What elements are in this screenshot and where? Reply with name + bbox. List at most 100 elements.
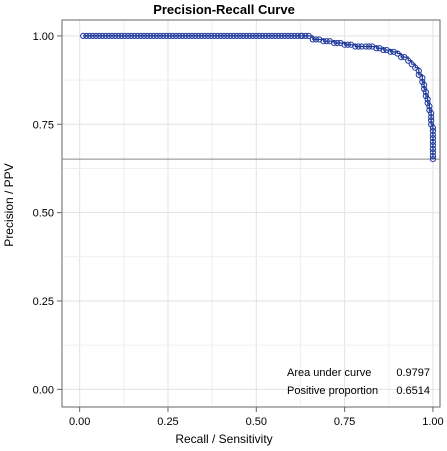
pr-point-27 [166, 32, 173, 40]
positive-proportion-label: Positive proportion [287, 385, 378, 397]
pr-point-110 [424, 96, 431, 103]
pr-point-84 [352, 43, 359, 50]
x-tick-label-1: 0.25 [157, 416, 178, 428]
plot-frame [61, 19, 441, 408]
pr-point-44 [220, 32, 228, 40]
pr-point-39 [204, 32, 212, 40]
pr-point-99 [405, 57, 412, 64]
pr-point-103 [415, 71, 422, 78]
auc-value: 0.9797 [396, 367, 430, 379]
pr-point-97 [398, 54, 405, 61]
pr-point-8 [105, 32, 112, 40]
pr-point-92 [380, 46, 387, 54]
pr-point-100 [408, 61, 415, 68]
pr-point-101 [412, 64, 419, 71]
pr-point-38 [201, 32, 208, 40]
pr-point-127 [429, 156, 437, 163]
pr-point-36 [195, 32, 202, 40]
pr-point-85 [355, 43, 362, 50]
pr-point-52 [246, 32, 253, 40]
pr-point-4 [92, 32, 100, 40]
pr-point-32 [182, 32, 189, 40]
pr-point-115 [428, 114, 435, 121]
pr-point-71 [305, 32, 312, 40]
pr-point-14 [124, 32, 132, 40]
pr-point-31 [179, 32, 186, 40]
pr-point-16 [131, 32, 138, 40]
pr-point-54 [252, 32, 260, 40]
pr-point-30 [176, 32, 183, 40]
pr-point-63 [281, 32, 288, 40]
pr-point-42 [214, 32, 221, 40]
pr-point-41 [211, 32, 218, 40]
pr-point-104 [419, 74, 426, 82]
pr-point-40 [208, 32, 215, 40]
chart-title: Precision-Recall Curve [153, 2, 295, 17]
pr-point-86 [358, 43, 365, 50]
pr-point-94 [387, 48, 394, 55]
x-tick-label-4: 1.00 [422, 416, 443, 428]
pr-point-43 [217, 32, 224, 40]
pr-point-119 [429, 127, 437, 135]
pr-point-114 [428, 110, 435, 117]
pr-point-11 [115, 32, 122, 40]
pr-point-37 [198, 32, 205, 40]
x-ticks: 0.00 0.25 0.50 0.75 1.00 [69, 407, 444, 428]
pr-point-125 [429, 149, 437, 156]
pr-point-70 [302, 32, 309, 40]
pr-point-79 [334, 39, 341, 47]
pr-point-96 [394, 50, 401, 57]
pr-point-113 [426, 107, 433, 114]
pr-point-0 [80, 32, 87, 40]
pr-point-34 [188, 32, 196, 40]
y-axis-label: Precision / PPV [2, 163, 16, 246]
x-tick-label-3: 0.75 [334, 416, 355, 428]
pr-point-12 [118, 32, 125, 40]
pr-point-10 [112, 32, 119, 40]
pr-point-59 [268, 32, 276, 40]
pr-point-98 [401, 54, 408, 61]
pr-point-121 [429, 134, 437, 142]
pr-point-75 [320, 38, 327, 45]
pr-point-90 [373, 45, 380, 52]
pr-point-17 [134, 32, 141, 40]
pr-point-81 [341, 41, 348, 48]
pr-step-line [83, 35, 434, 160]
pr-point-106 [421, 81, 428, 89]
pr-point-66 [291, 32, 298, 40]
pr-point-9 [108, 32, 116, 40]
pr-point-61 [275, 32, 282, 40]
pr-point-69 [299, 32, 306, 40]
pr-point-111 [424, 99, 431, 107]
pr-point-56 [259, 32, 266, 40]
pr-point-53 [249, 32, 256, 40]
pr-point-26 [163, 32, 170, 40]
pr-point-15 [128, 32, 135, 40]
pr-point-57 [262, 32, 269, 40]
pr-point-109 [422, 92, 429, 100]
auc-label: Area under curve [287, 367, 371, 379]
pr-point-116 [428, 117, 435, 124]
pr-series [80, 32, 437, 163]
pr-point-25 [160, 32, 167, 40]
pr-point-112 [426, 103, 433, 110]
pr-point-49 [236, 32, 244, 40]
pr-point-82 [344, 41, 351, 48]
positive-proportion-value: 0.6514 [396, 385, 430, 397]
pr-point-60 [272, 32, 279, 40]
pr-point-118 [429, 124, 437, 131]
grid [62, 20, 440, 407]
pr-point-126 [429, 152, 437, 160]
pr-point-21 [147, 32, 154, 40]
pr-point-123 [429, 142, 437, 149]
pr-point-64 [284, 32, 292, 40]
pr-point-67 [294, 32, 301, 40]
y-tick-label-2: 0.50 [33, 208, 54, 220]
y-tick-label-1: 0.25 [33, 296, 54, 308]
pr-point-91 [376, 45, 383, 52]
pr-point-3 [89, 32, 96, 40]
pr-point-2 [86, 32, 93, 40]
pr-point-88 [365, 43, 373, 50]
pr-point-23 [153, 32, 160, 40]
pr-point-45 [224, 32, 231, 40]
